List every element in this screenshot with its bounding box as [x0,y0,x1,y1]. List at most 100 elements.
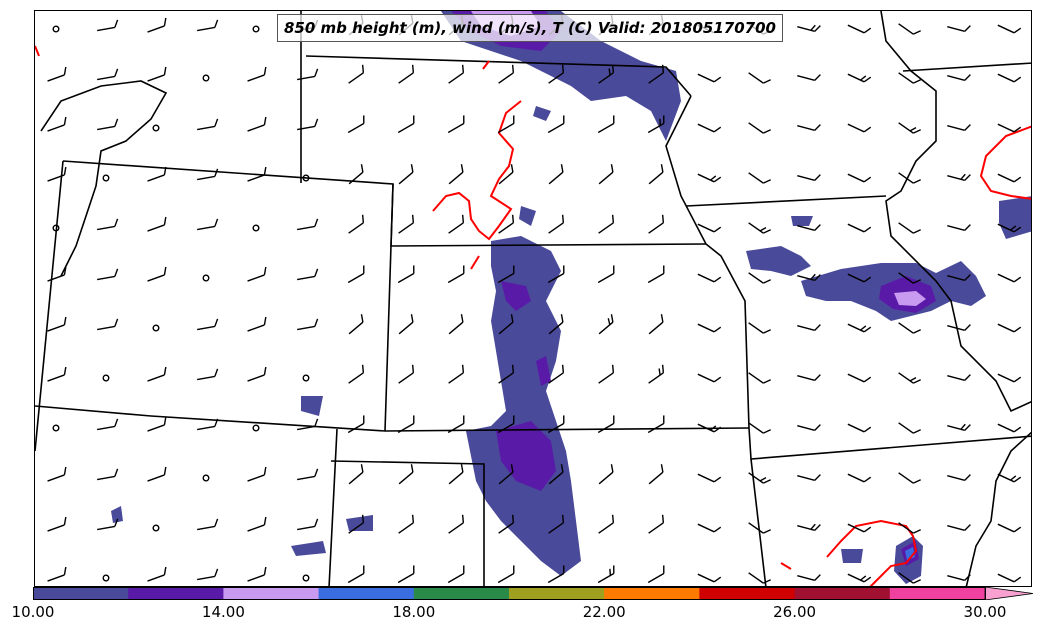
wind-barb [347,415,365,434]
wind-barb [547,415,565,434]
wind-barb [347,265,365,284]
wind-barb [297,68,319,81]
wind-barb [147,366,167,382]
wind-barb [648,164,664,185]
wind-barb [997,123,1022,133]
wind-barb [697,423,722,433]
wind-barb [547,565,565,584]
wind-barb [947,474,971,482]
wind-barb [847,73,872,83]
wind-barb [498,514,515,534]
wind-barb [348,214,365,234]
wind-barb [447,565,465,584]
wind-barb [448,464,464,485]
wind-barb [97,19,119,32]
wind-barb [197,218,219,231]
wind-barb [247,566,267,582]
wind-barb [797,74,821,82]
wind-barb [647,265,665,284]
wind-barb [648,514,665,534]
wind-barb [697,73,722,83]
wind-barb [448,514,465,534]
wind-barb [898,272,921,284]
wind-barb [797,224,821,232]
wind-barb [647,565,665,584]
wind-barb [947,124,971,132]
wind-barb [847,423,872,433]
wind-barb [898,472,921,484]
wind-barb [348,164,364,185]
temperature-colorbar [33,587,1033,600]
wind-barb [697,123,722,133]
wind-barb [797,574,821,582]
colorbar-segment [699,587,796,600]
calm-wind-circle [302,574,310,582]
wind-barb [397,415,415,434]
wind-barb [748,522,771,534]
wind-barb [147,266,167,282]
wind-barb [448,364,465,384]
calm-wind-circle [202,474,210,482]
colorbar-segment [794,587,891,600]
wind-barb [748,122,771,134]
wind-barb [697,223,722,233]
wind-barb [797,324,821,332]
wind-barb [598,164,614,185]
wind-barb [847,373,872,383]
wind-barb [548,164,564,185]
wind-barb [297,518,319,531]
calm-wind-circle [152,524,160,532]
wind-barb [847,573,872,583]
wind-barb [598,314,614,335]
wind-barb [947,25,971,33]
temperature-shading-region [301,396,323,416]
wind-barb [797,24,821,33]
wind-barb [847,223,872,233]
wind-barb [797,174,821,182]
wind-barb [997,473,1022,483]
wind-barb [47,166,67,182]
wind-barb [397,565,415,584]
wind-barb [898,322,921,334]
temperature-shading-region [533,106,551,121]
wind-barb [97,418,119,431]
wind-barb [697,573,722,583]
wind-barb [397,265,415,284]
temperature-shading-region [841,549,863,563]
wind-barb [247,66,267,82]
calm-wind-circle [252,25,260,33]
wind-barb [598,514,615,534]
wind-barb [348,364,365,384]
calm-wind-circle [202,274,210,282]
wind-barb [597,265,615,284]
wind-barb [447,265,465,284]
wind-barb [847,273,872,283]
wind-barb [97,68,119,81]
wind-barb [947,524,971,532]
wind-barb [648,364,665,384]
wind-barb [547,115,565,134]
wind-barb [697,273,722,283]
calm-wind-circle [52,424,60,432]
wind-barb [247,266,267,282]
wind-barb [898,572,921,584]
wind-barb [797,424,821,432]
temperature-shading-region [291,541,326,556]
wind-barb [597,565,615,584]
wind-barb [498,464,514,485]
wind-barb [197,518,219,531]
wind-barb [797,523,821,532]
wind-barb [997,24,1022,34]
wind-barb [297,268,319,281]
wind-barb [548,314,564,335]
wind-barb [398,64,415,84]
wind-barb [797,474,821,482]
calm-wind-circle [302,174,310,182]
temperature-shading-region [519,206,536,226]
wind-barb [697,173,722,183]
colorbar-outline [33,587,986,600]
colorbar-segment [33,587,129,600]
wind-barb [47,366,67,382]
wind-barb [97,518,119,531]
wind-barb [398,364,415,384]
